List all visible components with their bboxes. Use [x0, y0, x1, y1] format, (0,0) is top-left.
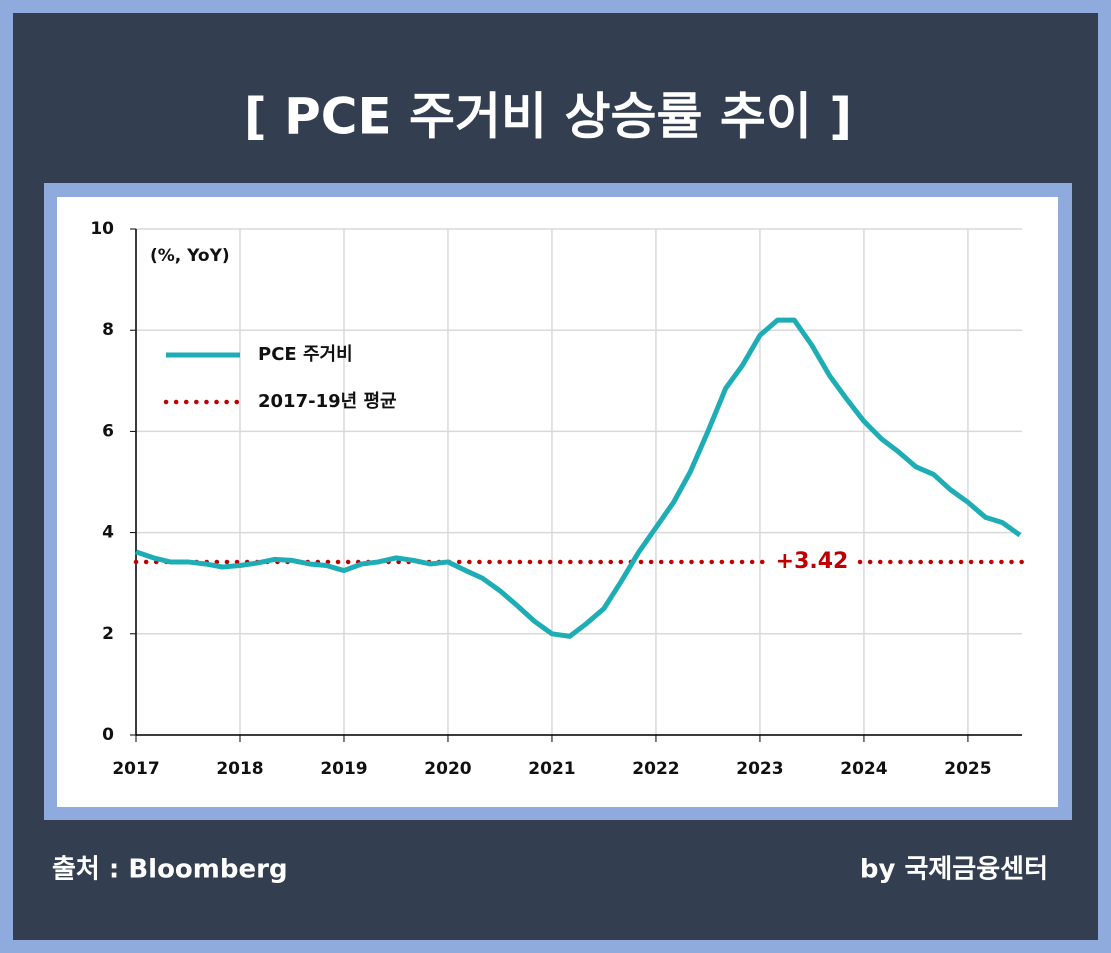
x-tick-label: 2017 — [112, 759, 159, 779]
y-tick-label: 6 — [102, 421, 114, 441]
y-tick-label: 10 — [90, 219, 114, 239]
x-tick-label: 2024 — [840, 759, 887, 779]
legend-label: 2017-19년 평균 — [258, 391, 397, 412]
source: 출처 : Bloomberg — [52, 855, 288, 885]
y-tick-label: 8 — [102, 320, 114, 340]
x-tick-label: 2022 — [632, 759, 679, 779]
y-tick-label: 0 — [102, 725, 114, 745]
x-tick-label: 2018 — [216, 759, 263, 779]
unit-label: (%, YoY) — [150, 246, 230, 266]
data-line — [135, 317, 1022, 639]
average-label: +3.42 — [776, 549, 849, 574]
plot: 0 2 4 6 8 10 2017 2018 2019 2020 2021 2022 2023 2024 2… — [90, 219, 1025, 779]
credit: by 국제금융센터 — [860, 855, 1048, 885]
x-tick-label: 2023 — [736, 759, 783, 779]
x-tick-label: 2021 — [528, 759, 575, 779]
y-tick-label: 4 — [102, 523, 114, 543]
title: [ PCE 주거비 상승률 추이 ] — [244, 88, 852, 146]
x-tick-label: 2025 — [944, 759, 991, 779]
y-tick-label: 2 — [102, 624, 114, 644]
x-tick-label: 2019 — [320, 759, 367, 779]
legend-label: PCE 주거비 — [258, 344, 353, 365]
chart-panel — [57, 197, 1058, 807]
x-tick-label: 2020 — [424, 759, 471, 779]
